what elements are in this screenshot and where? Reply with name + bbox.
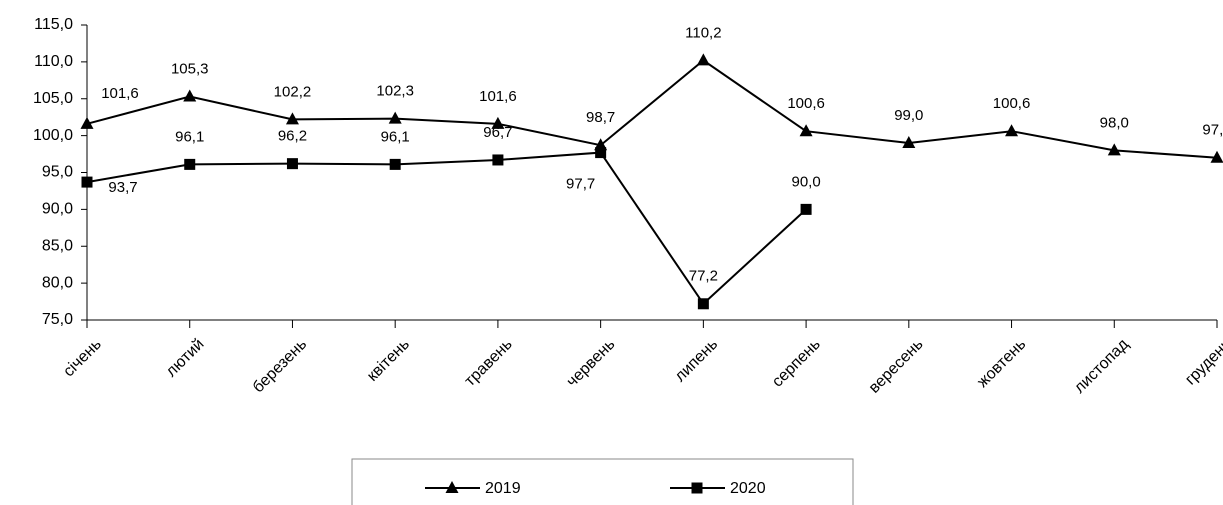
point [388, 111, 402, 124]
data-label: 77,2 [689, 268, 718, 285]
data-label: 101,6 [101, 85, 139, 102]
point [286, 158, 298, 170]
data-label: 101,6 [479, 88, 517, 105]
point [81, 176, 93, 188]
y-tick-label: 100,0 [33, 127, 73, 144]
data-label: 102,3 [376, 83, 414, 100]
point [445, 481, 459, 493]
x-tick-label: жовтень [974, 336, 1029, 391]
legend-label: 2019 [485, 480, 521, 497]
point [389, 158, 401, 170]
data-label: 97,7 [566, 176, 595, 193]
data-label: 98,0 [1100, 114, 1129, 131]
data-label: 96,1 [175, 128, 204, 145]
data-label: 96,7 [483, 124, 512, 141]
point [902, 136, 916, 148]
y-tick-label: 115,0 [34, 16, 73, 33]
data-label: 110,2 [685, 24, 721, 41]
point [696, 53, 710, 66]
data-label: 96,1 [381, 128, 410, 145]
series-line [86, 151, 807, 306]
point [285, 112, 299, 125]
point [492, 154, 504, 166]
data-label: 99,0 [894, 107, 923, 124]
point [800, 203, 812, 215]
x-tick-label: лютий [163, 336, 208, 381]
data-label: 96,2 [278, 128, 307, 145]
point [1210, 150, 1223, 163]
legend-label: 2020 [730, 480, 766, 497]
data-label: 100,6 [993, 95, 1031, 112]
x-tick-label: вересень [866, 336, 927, 397]
x-tick-label: травень [462, 336, 516, 390]
data-label: 105,3 [171, 61, 209, 78]
y-tick-label: 75,0 [42, 311, 73, 328]
point [491, 116, 505, 129]
point [80, 116, 94, 129]
data-label: 102,2 [274, 83, 312, 100]
point [183, 89, 197, 102]
point [697, 298, 709, 310]
point [1005, 124, 1019, 137]
y-tick-label: 90,0 [42, 201, 73, 218]
y-tick-label: 110,0 [34, 53, 73, 70]
data-label: 100,6 [787, 95, 825, 112]
point [691, 482, 703, 494]
x-tick-label: квітень [364, 336, 413, 385]
data-label: 93,7 [108, 179, 137, 196]
point [799, 124, 813, 137]
x-tick-label: березень [250, 336, 311, 397]
data-label: 97,0 [1202, 122, 1223, 139]
point [1107, 143, 1121, 156]
legend-box [351, 458, 854, 505]
series-line [86, 59, 1218, 159]
data-label: 90,0 [791, 173, 820, 190]
y-tick-label: 95,0 [42, 164, 73, 181]
y-tick-label: 85,0 [42, 237, 73, 254]
x-tick-label: червень [564, 336, 619, 391]
x-tick-label: грудень [1182, 336, 1223, 389]
x-tick-label: січень [60, 336, 105, 381]
x-tick-label: липень [672, 336, 722, 386]
x-tick-label: листопад [1071, 335, 1132, 396]
y-tick-label: 80,0 [42, 274, 73, 291]
y-tick-label: 105,0 [33, 90, 73, 107]
point [595, 147, 607, 159]
x-tick-label: серпень [769, 336, 824, 391]
data-label: 98,7 [586, 109, 615, 126]
point [184, 158, 196, 170]
